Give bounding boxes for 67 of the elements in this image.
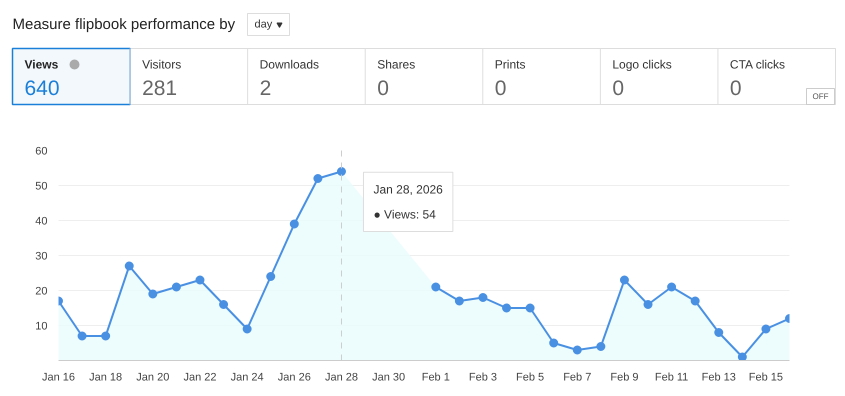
text: day	[254, 18, 273, 30]
text: Measure flipbook performance by	[12, 16, 236, 33]
point	[478, 293, 488, 302]
y-tick-label: 50	[35, 180, 48, 192]
data-label: 0	[730, 77, 742, 100]
x-tick-label: Jan 22	[183, 372, 216, 384]
x-tick-label: Feb 15	[748, 372, 784, 384]
data-label: 0	[377, 77, 389, 100]
point	[714, 328, 724, 337]
point	[219, 300, 228, 309]
point	[738, 352, 747, 360]
x-tick-label: Feb 5	[516, 372, 544, 384]
category-label: Logo clicks	[612, 58, 672, 72]
point	[761, 324, 770, 334]
annotation: Jan 28, 2026 ● Views: 54	[373, 182, 444, 222]
y-tick-label: 40	[35, 216, 48, 228]
point	[644, 300, 653, 309]
point	[526, 304, 535, 312]
point	[242, 324, 252, 334]
x-tick-label: Feb 13	[702, 372, 736, 384]
category-label: Views	[24, 58, 59, 72]
data-label: 2	[260, 77, 272, 100]
point	[78, 332, 87, 340]
point	[690, 296, 700, 306]
point	[101, 332, 110, 340]
x-tick-label: Feb 9	[610, 372, 639, 384]
category-label: Prints	[494, 58, 526, 72]
point	[549, 338, 558, 348]
point	[195, 276, 204, 284]
point	[148, 290, 158, 298]
x-tick-label: Feb 3	[468, 372, 498, 384]
point	[266, 272, 276, 281]
x-tick-label: Jan 18	[89, 372, 122, 384]
x-tick-label: Jan 24	[230, 372, 264, 384]
y-tick-label: 60	[35, 146, 48, 158]
point	[431, 282, 440, 292]
point	[313, 174, 322, 183]
x-tick-label: Jan 20	[136, 372, 170, 384]
y-tick-label: 10	[35, 320, 48, 332]
x-tick-label: Feb 1	[422, 372, 450, 384]
category-label: Downloads	[260, 58, 320, 72]
point	[172, 282, 181, 292]
x-tick-label: Jan 28	[324, 372, 358, 384]
point	[502, 304, 512, 312]
point	[620, 276, 629, 284]
point	[290, 220, 299, 228]
y-tick-label: 20	[35, 286, 48, 298]
data-label: 640	[24, 77, 60, 100]
point	[454, 296, 464, 306]
text: OFF	[812, 92, 829, 101]
point	[572, 346, 582, 354]
data-label: 0	[494, 77, 506, 100]
category-label: Visitors	[142, 58, 182, 72]
point	[596, 342, 606, 351]
point	[124, 262, 134, 270]
data-label: 0	[612, 77, 624, 100]
x-tick-label: Jan 16	[42, 372, 76, 384]
point	[667, 282, 676, 292]
x-tick-label: Jan 26	[278, 372, 311, 384]
data-label: 281	[142, 77, 178, 100]
y-tick-label: 30	[35, 250, 48, 262]
category-label: CTA clicks	[730, 58, 786, 72]
point	[336, 167, 346, 176]
x-tick-label: Jan 30	[372, 372, 406, 384]
x-tick-label: Feb 11	[654, 372, 688, 384]
x-tick-label: Feb 7	[563, 372, 592, 384]
category-label: Shares	[377, 58, 416, 72]
